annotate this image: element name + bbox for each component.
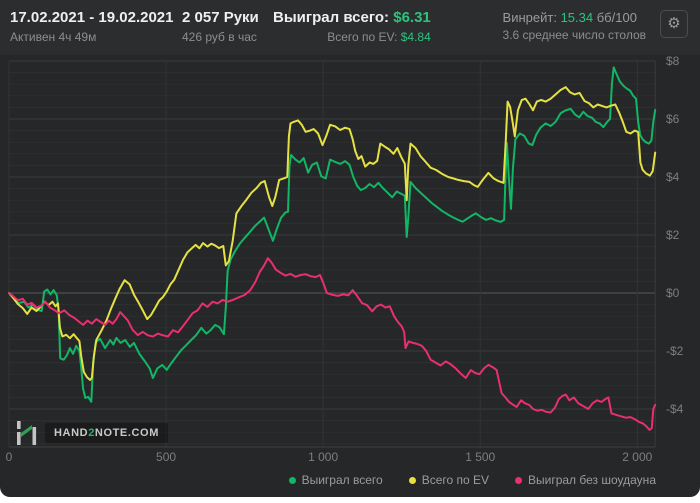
gear-icon: ⚙	[667, 15, 681, 32]
legend-label: Выиграл всего	[301, 473, 383, 487]
active-time: Активен 4ч 49м	[10, 30, 97, 44]
legend-dot-icon	[408, 476, 416, 484]
winrate-block: Винрейт: 15.34 бб/100 3.6 среднее число …	[503, 9, 646, 43]
hands-count: 2 057 Руки	[182, 9, 259, 26]
x-axis-label: 1 500	[465, 450, 495, 464]
legend-item-1[interactable]: Всего по EV	[408, 473, 489, 487]
series-line-2	[8, 257, 657, 431]
x-axis-label: 2 000	[622, 450, 652, 464]
legend-item-2[interactable]: Выиграл без шоудауна	[515, 473, 656, 487]
legend-label: Выиграл без шоудауна	[528, 473, 656, 487]
y-axis-label: $0	[666, 286, 680, 300]
series-line-0	[8, 66, 657, 403]
series-line-1	[8, 86, 657, 381]
chart-area: $8 $6 $4 $2 $0 -$2 -$4 0 500 1 000 1 500 2 000	[0, 55, 700, 467]
y-axis-label: -$2	[666, 344, 684, 358]
legend-item-0[interactable]: Выиграл всего	[288, 473, 383, 487]
date-range: 17.02.2021 - 19.02.2021	[10, 9, 174, 26]
winrate-units: бб/100	[596, 10, 637, 25]
avg-tables: 3.6 среднее число столов	[502, 28, 646, 42]
hands-block: 2 057 Руки 426 руб в час	[182, 9, 273, 45]
winnings-graph[interactable]: $8 $6 $4 $2 $0 -$2 -$4 0 500 1 000 1 500 2 000	[0, 55, 700, 467]
winrate-label: Винрейт:	[502, 10, 557, 25]
y-axis-label: $6	[666, 112, 680, 126]
ev-total-line: Всего по EV: $4.84	[273, 30, 431, 45]
settings-button[interactable]: ⚙	[660, 10, 688, 38]
x-axis-label: 500	[156, 450, 176, 464]
x-axis-label: 0	[6, 450, 13, 464]
legend-label: Всего по EV	[421, 473, 489, 487]
winrate-value: 15.34	[560, 10, 594, 25]
hourly-rate: 426 руб в час	[182, 30, 257, 44]
legend-dot-icon	[515, 476, 522, 484]
chart-legend: Выиграл всего Всего по EV Выиграл без шоуд…	[288, 473, 656, 487]
y-axis-label: $2	[666, 228, 680, 242]
winrate-line: Винрейт: 15.34 бб/100	[503, 9, 646, 26]
x-axis-label: 1 000	[308, 450, 338, 464]
legend-dot-icon	[288, 476, 296, 484]
totals-block: Выиграл всего: $6.31 Всего по EV: $4.84	[273, 9, 431, 45]
y-axis-label: $4	[666, 170, 680, 184]
session-header: 17.02.2021 - 19.02.2021 Активен 4ч 49м 2…	[0, 0, 700, 55]
session-dates-block: 17.02.2021 - 19.02.2021 Активен 4ч 49м	[10, 9, 182, 45]
ev-total-label: Всего по EV:	[327, 30, 398, 44]
won-total-label: Выиграл всего:	[273, 9, 390, 26]
ev-total-value: $4.84	[400, 30, 431, 44]
y-axis-label: $8	[666, 55, 680, 68]
won-total-line: Выиграл всего: $6.31	[273, 9, 431, 27]
y-axis-label: -$4	[666, 402, 684, 416]
won-total-value: $6.31	[393, 9, 431, 26]
